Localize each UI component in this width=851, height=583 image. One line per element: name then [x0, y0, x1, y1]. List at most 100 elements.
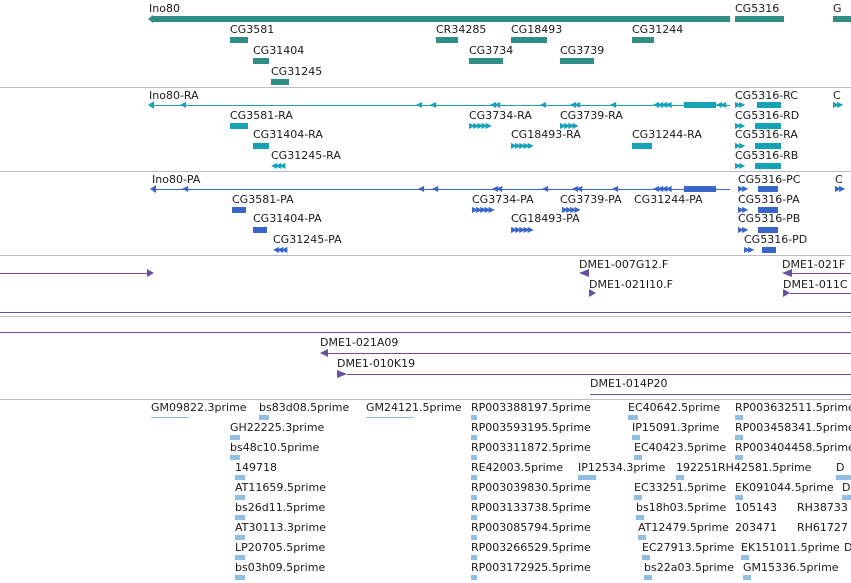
est-feature[interactable] — [235, 515, 245, 520]
est-label[interactable]: AT12479.5prime — [638, 521, 729, 534]
transcript-exon-block[interactable] — [755, 143, 781, 149]
transcript-label-cg5316-rd[interactable]: CG5316-RD — [735, 109, 800, 122]
est-label[interactable]: EK091044.5prime — [735, 481, 834, 494]
protein-label-cg3739-pa[interactable]: CG3739-PA — [560, 193, 622, 206]
est-label[interactable]: GH22225.3prime — [230, 421, 325, 434]
est-label[interactable]: RP003458341.5prime — [735, 421, 851, 434]
est-feature[interactable] — [230, 455, 240, 460]
est-label[interactable]: AT30113.3prime — [235, 521, 326, 534]
est-label[interactable]: RP003085794.5prime — [471, 521, 591, 534]
est-label[interactable]: EK151011.5prime — [741, 541, 840, 554]
transcript-feature-cg31404-ra[interactable] — [253, 143, 269, 149]
protein-label-cg3581-pa[interactable]: CG3581-PA — [232, 193, 294, 206]
est-label[interactable]: bs18h03.5prime — [636, 501, 727, 514]
transcript-exon-block[interactable] — [684, 102, 716, 108]
est-label[interactable]: RE42003.5prime — [471, 461, 564, 474]
est-label[interactable]: EC40423.5prime — [634, 441, 727, 454]
transcript-exon-block[interactable] — [757, 102, 781, 108]
est-feature[interactable] — [638, 535, 646, 540]
gene-label-cg31404[interactable]: CG31404 — [253, 44, 305, 57]
clone-span-line[interactable] — [790, 293, 851, 294]
est-label[interactable]: bs22a03.5prime — [644, 561, 734, 574]
protein-exon-block[interactable] — [758, 227, 778, 233]
gene-feature-cg31245[interactable] — [271, 79, 289, 85]
protein-label-ino80-pa[interactable]: Ino80-PA — [152, 173, 201, 186]
est-feature[interactable] — [471, 515, 477, 520]
protein-label-cg5316-pc[interactable]: CG5316-PC — [738, 173, 801, 186]
protein-label-cg31244-pa[interactable]: CG31244-PA — [634, 193, 703, 206]
transcript-label-cg3581-ra[interactable]: CG3581-RA — [230, 109, 293, 122]
protein-label-cg5316-pa[interactable]: CG5316-PA — [738, 193, 800, 206]
transcript-label-cg3739-ra[interactable]: CG3739-RA — [560, 109, 623, 122]
clone-span-line[interactable] — [0, 312, 851, 313]
transcript-label-cg5316-rc[interactable]: CG5316-RC — [735, 89, 798, 102]
gene-feature-cg31404[interactable] — [253, 58, 269, 64]
est-label[interactable]: 149718 — [235, 461, 277, 474]
est-label[interactable]: GM15336.5prime — [743, 561, 839, 574]
gene-label-cg3739[interactable]: CG3739 — [560, 44, 605, 57]
protein-label-cg3734-pa[interactable]: CG3734-PA — [472, 193, 534, 206]
clone-span-line[interactable] — [347, 374, 851, 375]
est-label[interactable]: AT11659.5prime — [235, 481, 326, 494]
est-feature[interactable] — [628, 415, 638, 420]
est-label[interactable]: RH38733 — [797, 501, 848, 514]
gene-feature-cg18493[interactable] — [511, 37, 547, 43]
protein-feature-cg31404-pa[interactable] — [253, 227, 267, 233]
est-feature[interactable] — [644, 575, 652, 580]
est-feature[interactable] — [642, 555, 650, 560]
est-feature[interactable] — [235, 555, 245, 560]
transcript-label-cg31245-ra[interactable]: CG31245-RA — [271, 149, 341, 162]
gene-label-g[interactable]: G — [833, 2, 842, 15]
est-feature[interactable] — [836, 475, 851, 480]
transcript-label-ino80-ra[interactable]: Ino80-RA — [149, 89, 199, 102]
est-feature[interactable] — [735, 435, 743, 440]
est-label[interactable]: bs48c10.5prime — [230, 441, 320, 454]
gene-feature-cg3734[interactable] — [469, 58, 503, 64]
transcript-label-cg5316-ra[interactable]: CG5316-RA — [735, 128, 798, 141]
protein-label-cg31245-pa[interactable]: CG31245-PA — [273, 233, 342, 246]
est-label[interactable]: bs03h09.5prime — [235, 561, 326, 574]
gene-label-cg3734[interactable]: CG3734 — [469, 44, 514, 57]
protein-exon-block[interactable] — [762, 247, 776, 253]
est-label[interactable]: D — [842, 481, 851, 494]
est-label[interactable]: RP003311872.5prime — [471, 441, 591, 454]
clone-label-dme1-021i10-f[interactable]: DME1-021I10.F — [589, 278, 673, 291]
est-feature[interactable] — [230, 435, 240, 440]
est-feature[interactable] — [471, 455, 477, 460]
transcript-feature-cg31244-ra[interactable] — [632, 143, 652, 149]
transcript-feature-cg3581-ra[interactable] — [230, 123, 248, 129]
gene-label-ino80[interactable]: Ino80 — [149, 2, 180, 15]
protein-exon-block[interactable] — [758, 207, 778, 213]
est-label[interactable]: RP003593195.5prime — [471, 421, 591, 434]
clone-label-dme1-021f[interactable]: DME1-021F — [782, 258, 846, 271]
gene-feature-g[interactable] — [833, 16, 851, 22]
est-feature[interactable] — [634, 495, 642, 500]
protein-label-cg5316-pb[interactable]: CG5316-PB — [738, 212, 801, 225]
est-label[interactable]: LP20705.5prime — [235, 541, 326, 554]
est-label[interactable]: GM09822.3prime — [151, 401, 247, 414]
transcript-exon-block[interactable] — [755, 163, 781, 169]
est-feature[interactable] — [735, 495, 743, 500]
protein-exon-block[interactable] — [684, 186, 716, 192]
est-label[interactable]: RP003133738.5prime — [471, 501, 591, 514]
est-feature[interactable] — [842, 495, 851, 500]
est-label[interactable]: 105143 — [735, 501, 777, 514]
est-label[interactable]: RH42581.5prime — [718, 461, 812, 474]
est-feature[interactable] — [471, 535, 477, 540]
transcript-label-c[interactable]: C — [833, 89, 841, 102]
clone-label-dme1-010k19[interactable]: DME1-010K19 — [337, 357, 416, 370]
gene-label-cg31244[interactable]: CG31244 — [632, 23, 684, 36]
est-feature[interactable] — [636, 515, 644, 520]
est-feature[interactable] — [578, 475, 596, 480]
est-feature[interactable] — [259, 415, 269, 420]
est-label[interactable]: 203471 — [735, 521, 777, 534]
clone-span-line[interactable] — [0, 273, 150, 274]
transcript-label-cg31244-ra[interactable]: CG31244-RA — [632, 128, 702, 141]
clone-span-line[interactable] — [328, 353, 851, 354]
est-label[interactable]: GM24121.5prime — [366, 401, 462, 414]
est-feature[interactable] — [151, 417, 189, 418]
est-feature[interactable] — [735, 415, 743, 420]
gene-label-cg18493[interactable]: CG18493 — [511, 23, 563, 36]
est-label[interactable]: RP003172925.5prime — [471, 561, 591, 574]
protein-feature-cg3581-pa[interactable] — [232, 207, 246, 213]
